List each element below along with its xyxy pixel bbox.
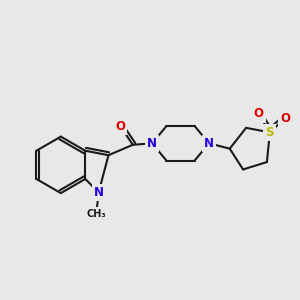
Text: N: N bbox=[94, 186, 104, 199]
Text: S: S bbox=[266, 126, 274, 139]
Text: O: O bbox=[254, 107, 264, 120]
Text: N: N bbox=[204, 137, 214, 150]
Text: O: O bbox=[280, 112, 290, 124]
Text: CH₃: CH₃ bbox=[86, 209, 106, 219]
Text: N: N bbox=[147, 137, 157, 150]
Text: O: O bbox=[116, 120, 125, 133]
